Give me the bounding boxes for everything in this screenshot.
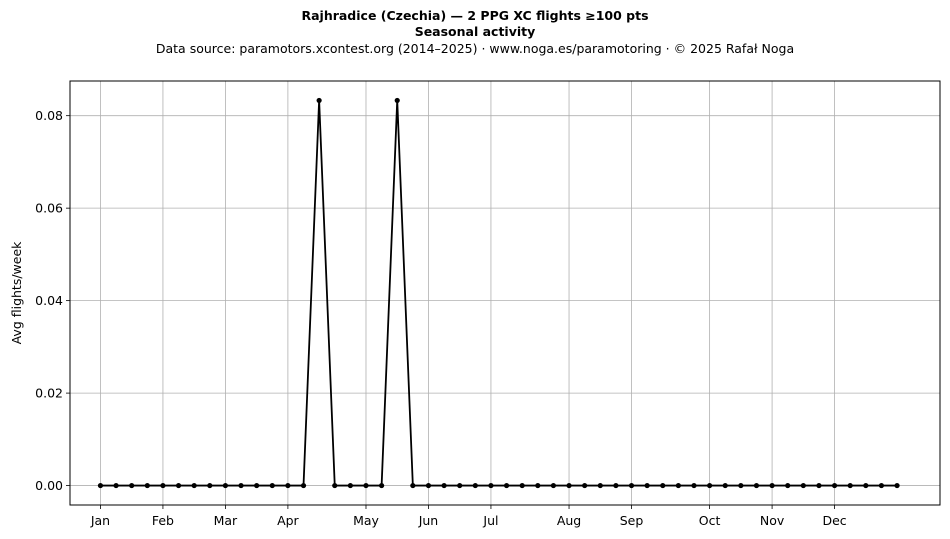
data-point — [285, 482, 291, 489]
data-point — [316, 97, 322, 104]
data-point — [644, 482, 650, 489]
y-tick-label: 0.00 — [35, 478, 63, 493]
data-point — [129, 482, 135, 489]
data-point — [144, 482, 150, 489]
data-point — [613, 482, 619, 489]
data-point — [269, 482, 275, 489]
series-layer — [100, 99, 898, 487]
data-point — [769, 482, 775, 489]
x-tick-label: May — [353, 513, 379, 528]
data-point — [878, 482, 885, 489]
data-point — [582, 482, 588, 489]
data-point — [738, 482, 744, 489]
data-point — [238, 482, 244, 489]
data-point — [707, 482, 713, 489]
data-point — [472, 482, 478, 489]
chart-title: Rajhradice (Czechia) — 2 PPG XC flights … — [301, 8, 649, 23]
data-point — [785, 482, 791, 489]
chart-subtitle: Data source: paramotors.xcontest.org (20… — [155, 41, 795, 56]
data-point — [597, 482, 603, 489]
data-point — [160, 482, 166, 489]
data-point — [847, 482, 853, 489]
data-point — [113, 482, 119, 489]
x-tick-label: Mar — [214, 513, 238, 528]
data-point — [425, 482, 432, 489]
data-point — [566, 482, 572, 489]
x-tick-label: Oct — [699, 513, 721, 528]
data-point — [722, 482, 728, 489]
y-tick-label: 0.04 — [35, 293, 63, 308]
x-tick-label: Jan — [90, 513, 110, 528]
data-point — [300, 482, 307, 489]
data-point — [441, 482, 447, 489]
data-point — [347, 482, 353, 489]
data-point — [254, 482, 260, 489]
points-layer — [97, 97, 900, 489]
x-tick-label: Aug — [557, 513, 581, 528]
series-line — [100, 99, 898, 487]
data-point — [816, 482, 822, 489]
x-tick-label: Apr — [277, 513, 299, 528]
data-point — [457, 482, 463, 489]
data-point — [894, 482, 900, 489]
y-axis-label: Avg flights/week — [9, 241, 24, 345]
x-tick-label: Sep — [620, 513, 644, 528]
data-point — [753, 482, 760, 489]
chart-title-block: Rajhradice (Czechia) — 2 PPG XC flights … — [0, 8, 950, 58]
x-tick-label: Dec — [822, 513, 846, 528]
data-point — [332, 482, 338, 489]
x-tick-label: Jul — [482, 513, 498, 528]
data-point — [410, 482, 416, 489]
data-point — [488, 482, 494, 489]
data-point — [97, 482, 104, 489]
data-point — [222, 482, 229, 489]
y-tick-layer: 0.00 0.02 0.04 0.06 0.08 — [35, 108, 70, 493]
data-point — [550, 482, 557, 489]
data-point — [175, 482, 182, 489]
x-tick-label: Feb — [152, 513, 174, 528]
grid-layer — [70, 81, 940, 505]
data-point — [863, 482, 869, 489]
y-tick-label: 0.02 — [35, 386, 63, 401]
data-point — [191, 482, 197, 489]
x-tick-layer: Jan Feb Mar Apr May Jun Jul Aug Sep Oct Nov Dec — [90, 505, 847, 528]
data-point — [519, 482, 525, 489]
data-point — [394, 97, 400, 104]
data-point — [831, 482, 838, 489]
data-point — [675, 482, 681, 489]
data-point — [207, 482, 213, 489]
data-point — [628, 482, 635, 489]
data-point — [535, 482, 541, 489]
data-point — [363, 482, 369, 489]
data-point — [660, 482, 666, 489]
x-tick-label: Nov — [760, 513, 785, 528]
data-point — [800, 482, 806, 489]
plot-frame — [69, 80, 941, 506]
x-tick-label: Jun — [418, 513, 439, 528]
data-point — [691, 482, 697, 489]
chart-title-line2: Seasonal activity — [414, 24, 536, 39]
data-point — [503, 482, 510, 489]
y-tick-label: 0.06 — [35, 201, 63, 216]
data-point — [379, 482, 385, 489]
y-tick-label: 0.08 — [35, 108, 63, 123]
